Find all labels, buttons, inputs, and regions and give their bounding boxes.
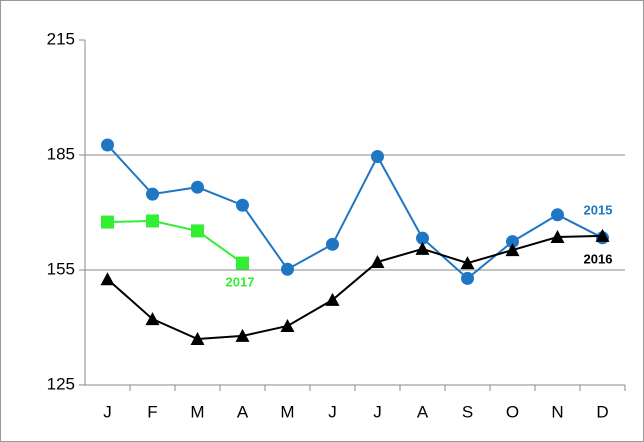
x-tick-label: A — [417, 402, 429, 421]
point — [145, 312, 160, 326]
point — [595, 228, 610, 242]
point — [281, 262, 294, 276]
point — [101, 138, 114, 152]
point — [416, 231, 429, 245]
point — [280, 318, 295, 332]
y-tick-label: 125 — [47, 374, 75, 393]
point — [235, 328, 250, 342]
point — [101, 215, 114, 229]
point — [415, 241, 430, 255]
point — [460, 256, 475, 270]
point — [236, 198, 249, 212]
point — [100, 272, 115, 286]
x-tick-label: M — [280, 402, 294, 421]
x-tick-label: A — [237, 402, 249, 421]
point — [325, 292, 340, 306]
point — [191, 180, 204, 194]
x-tick-label: F — [147, 402, 157, 421]
series-line — [106, 144, 603, 280]
point — [506, 235, 519, 249]
series-label: 2016 — [584, 251, 613, 266]
y-tick-label: 215 — [47, 29, 75, 48]
y-tick-label: 185 — [47, 144, 75, 163]
point — [370, 254, 385, 268]
point — [190, 332, 205, 345]
point — [461, 271, 474, 285]
x-tick-label: J — [373, 402, 382, 421]
x-tick-label: J — [328, 402, 337, 421]
series-line — [106, 234, 603, 341]
series-label: 2015 — [584, 202, 613, 217]
series-line — [107, 219, 244, 264]
point — [326, 237, 339, 251]
x-tick-label: M — [190, 402, 204, 421]
point — [146, 187, 159, 201]
point — [146, 214, 159, 228]
x-tick-label: S — [462, 402, 473, 421]
point — [551, 208, 564, 222]
point — [550, 230, 565, 244]
point — [371, 150, 384, 164]
x-tick-label: J — [103, 402, 112, 421]
x-tick-label: O — [506, 402, 519, 421]
point — [236, 256, 249, 270]
point — [505, 243, 520, 257]
point — [191, 224, 204, 238]
y-tick-label: 155 — [47, 259, 75, 278]
series-label: 2017 — [226, 274, 255, 289]
x-tick-label: N — [551, 402, 563, 421]
x-tick-label: D — [596, 402, 608, 421]
